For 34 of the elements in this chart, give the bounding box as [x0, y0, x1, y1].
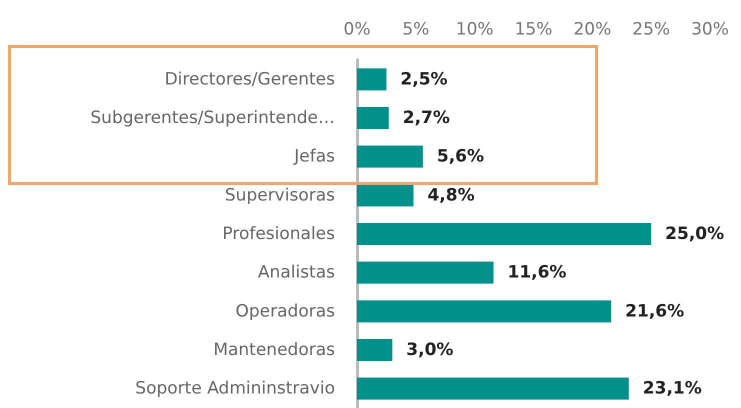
- bar: [357, 339, 392, 361]
- bar: [357, 68, 386, 90]
- y-tick-label: Directores/Gerentes: [164, 69, 336, 90]
- data-label: 5,6%: [436, 146, 484, 167]
- y-tick-label: Soporte Admininstravio: [135, 378, 335, 399]
- x-tick-label: 30%: [691, 20, 729, 40]
- data-label: 2,5%: [400, 69, 448, 90]
- bar: [357, 300, 612, 322]
- x-tick-label: 10%: [456, 20, 494, 40]
- y-tick-label: Supervisoras: [224, 185, 336, 206]
- y-tick-label: Jefas: [293, 146, 336, 167]
- data-label: 23,1%: [642, 378, 702, 399]
- y-tick-label: Operadoras: [236, 301, 336, 322]
- y-tick-label: Analistas: [258, 262, 336, 283]
- bar: [357, 184, 414, 206]
- y-tick-label: Profesionales: [222, 224, 336, 244]
- data-label: 3,0%: [406, 340, 454, 360]
- x-tick-label: 5%: [402, 20, 430, 40]
- y-tick-label: Mantenedoras: [213, 340, 336, 360]
- bar: [357, 146, 423, 168]
- x-tick-label: 25%: [632, 20, 670, 40]
- data-label: 21,6%: [625, 301, 684, 322]
- bar: [357, 378, 629, 400]
- data-label: 25,0%: [665, 224, 724, 244]
- x-tick-label: 20%: [573, 20, 612, 40]
- bar: [357, 223, 652, 245]
- data-label: 11,6%: [507, 262, 566, 283]
- x-tick-label: 15%: [514, 20, 552, 40]
- y-tick-label: Subgerentes/Superintende…: [90, 108, 335, 128]
- x-tick-label: 0%: [344, 20, 370, 40]
- data-label: 4,8%: [427, 185, 475, 206]
- bar: [357, 262, 494, 284]
- data-label: 2,7%: [402, 108, 450, 128]
- bar: [357, 107, 389, 129]
